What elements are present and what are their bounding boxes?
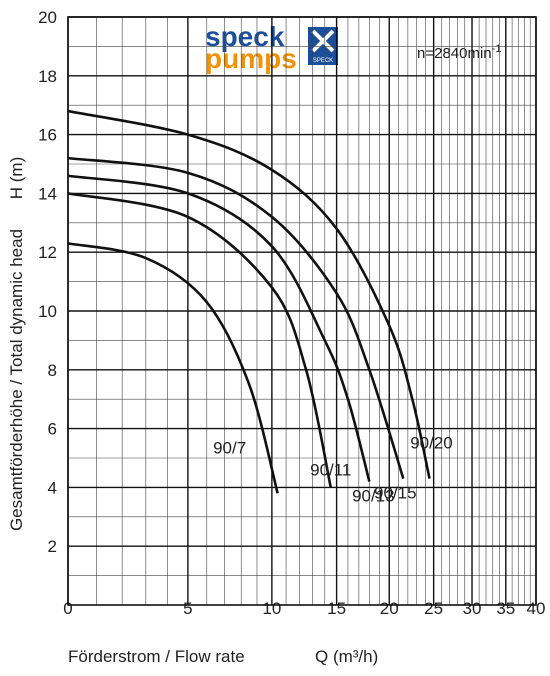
y-tick-label: 16 — [38, 126, 57, 145]
speed-sup: -1 — [492, 43, 502, 55]
pump-curve — [67, 174, 371, 482]
y-tick-label: 18 — [38, 67, 57, 86]
x-tick-label: 15 — [327, 599, 346, 618]
pump-curve — [67, 156, 405, 479]
speed-annotation: n=2840min-1 — [417, 43, 501, 62]
logo-badge-text: SPECK — [313, 58, 333, 64]
curve-label: 90/7 — [213, 438, 246, 457]
x-tick-label: 0 — [63, 599, 72, 618]
pump-curve — [67, 192, 333, 488]
x-axis-unit: Q (m³/h) — [315, 647, 378, 666]
x-tick-label: 40 — [527, 599, 546, 618]
y-tick-label: 20 — [38, 8, 57, 27]
y-tick-label: 6 — [48, 420, 57, 439]
y-tick-label: 8 — [48, 361, 57, 380]
y-tick-label: 10 — [38, 302, 57, 321]
x-tick-label: 25 — [424, 599, 443, 618]
y-tick-label: 2 — [48, 537, 57, 556]
pump-curve — [67, 109, 431, 479]
logo-x — [311, 29, 335, 53]
x-tick-label: 10 — [262, 599, 281, 618]
curve-label: 90/11 — [310, 460, 351, 479]
logo-pumps: pumps — [205, 43, 297, 74]
y-axis-unit: H (m) — [7, 157, 26, 199]
y-tick-label: 14 — [38, 184, 57, 203]
x-tick-label: 20 — [380, 599, 399, 618]
x-tick-label: 35 — [496, 599, 515, 618]
plot-frame — [67, 16, 537, 606]
curve-label: 90/13 — [352, 487, 395, 506]
pump-curve — [67, 242, 279, 494]
speed-text: n=2840min — [417, 45, 492, 62]
curve-label: 90/15 — [374, 484, 417, 503]
x-axis-label: Förderstrom / Flow rate — [68, 647, 245, 666]
y-axis-label: Gesamtförderhöhe / Total dynamic head — [7, 229, 26, 531]
y-tick-label: 12 — [38, 243, 57, 262]
curve-label: 90/20 — [410, 434, 453, 453]
x-tick-label: 5 — [183, 599, 192, 618]
y-tick-label: 4 — [48, 478, 57, 497]
x-tick-label: 30 — [463, 599, 482, 618]
